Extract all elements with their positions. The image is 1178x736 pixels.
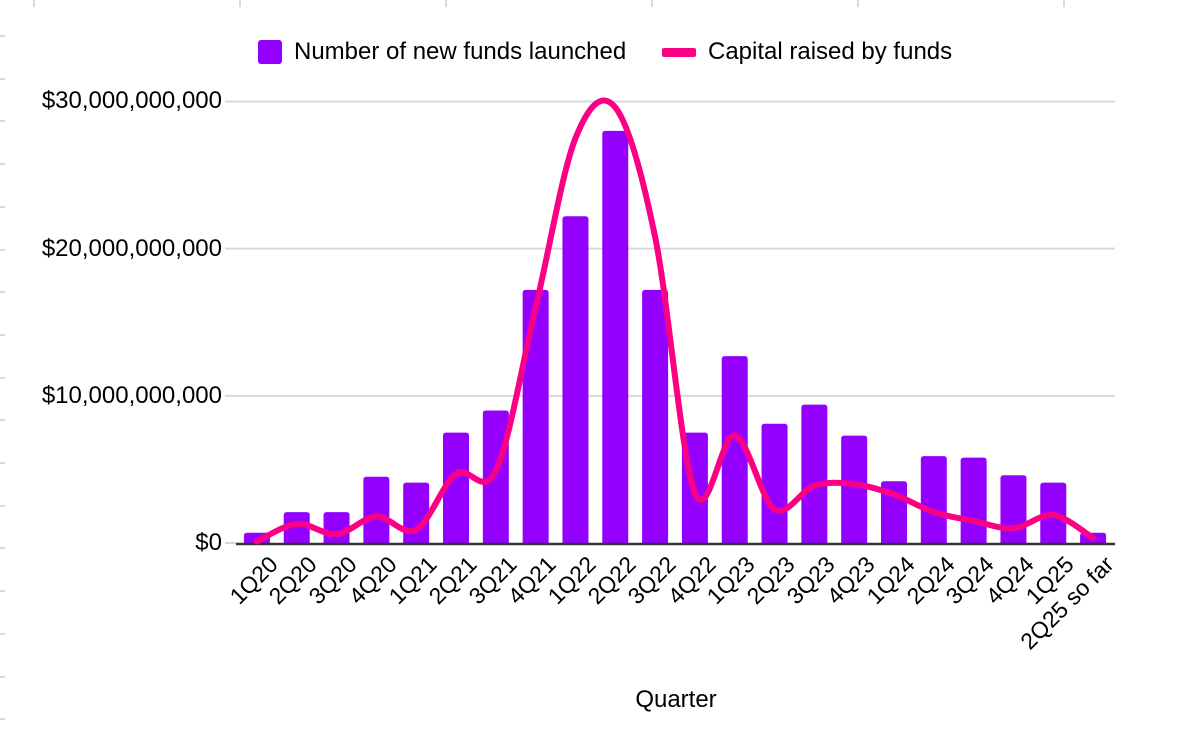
legend-item-line: Capital raised by funds: [662, 38, 952, 66]
x-axis-title: Quarter: [635, 686, 717, 713]
bar-3Q22: [642, 289, 669, 543]
y-axis-tick-label: $10,000,000,000: [41, 382, 222, 409]
y-axis-tick-label: $30,000,000,000: [41, 87, 222, 114]
bar-2Q21: [443, 432, 469, 543]
bar-4Q23: [841, 435, 868, 543]
grid-stub: [0, 163, 5, 165]
grid-stub: [0, 291, 5, 293]
bar-2Q20: [283, 512, 310, 543]
legend-label-bars: Number of new funds launched: [294, 38, 627, 65]
grid-stub: [0, 78, 5, 80]
grid-stub: [651, 0, 653, 7]
grid-stub: [33, 0, 35, 7]
legend-label-line: Capital raised by funds: [708, 38, 953, 65]
grid-stub: [0, 35, 5, 37]
grid-stub: [0, 590, 5, 592]
bar-1Q23: [721, 356, 748, 543]
bar-3Q20: [323, 512, 350, 543]
grid-stub: [0, 505, 5, 507]
grid-stub: [0, 120, 5, 122]
bar-series-swatch-icon: [258, 40, 282, 64]
grid-stub: [1063, 0, 1065, 7]
grid-stub: [0, 249, 5, 251]
line-series-swatch-icon: [662, 47, 696, 57]
bar-4Q21: [522, 289, 549, 543]
legend-item-bars: Number of new funds launched: [258, 38, 626, 66]
bar-4Q24: [1000, 475, 1027, 543]
bar-3Q23: [801, 404, 828, 543]
y-axis-tick-label: $20,000,000,000: [41, 235, 222, 262]
bar-2Q23: [761, 423, 788, 543]
grid-stub: [0, 718, 5, 720]
bar-1Q21: [403, 482, 430, 543]
bar-4Q20: [363, 476, 390, 543]
grid-stub: [857, 0, 859, 7]
bar-2Q24: [920, 456, 947, 543]
grid-stub: [0, 334, 5, 336]
grid-stub: [0, 462, 5, 464]
grid-stub: [445, 0, 447, 7]
capital-raised-line: [253, 97, 1097, 545]
bar-2Q22: [602, 130, 629, 543]
grid-stub: [0, 547, 5, 549]
bar-1Q22: [562, 216, 589, 544]
grid-stub: [0, 419, 5, 421]
y-axis-tick-label: $0: [195, 529, 222, 556]
grid-stub: [0, 676, 5, 678]
bar-3Q24: [960, 457, 987, 543]
grid-stub: [0, 377, 5, 379]
grid-stub: [0, 633, 5, 635]
grid-stub: [239, 0, 241, 7]
grid-stub: [0, 206, 5, 208]
